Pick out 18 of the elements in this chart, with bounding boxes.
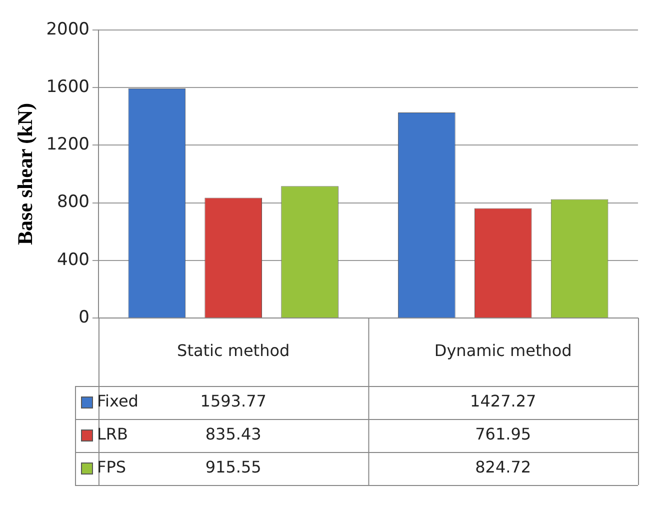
y-axis-title: Base shear (kN) (13, 103, 38, 245)
y-tick-label: 1600 (46, 77, 90, 98)
data-label: 915.55 (205, 458, 262, 477)
data-label: 835.43 (205, 424, 262, 444)
x-tick-label: Dynamic method (434, 341, 572, 360)
x-tick-label: Static method (177, 341, 290, 360)
y-tick-label: 800 (57, 192, 90, 212)
y-tick-label: 0 (78, 307, 90, 328)
legend-label: LRB (97, 424, 128, 444)
y-tick-label: 1200 (46, 134, 90, 155)
y-tick-label: 2000 (46, 19, 90, 40)
data-label: 1593.77 (200, 392, 266, 411)
data-label: 761.95 (475, 424, 532, 444)
y-tick-label: 400 (57, 250, 90, 270)
legend-label: FPS (97, 458, 126, 477)
legend-label: Fixed (97, 392, 138, 411)
data-label: 824.72 (475, 458, 532, 477)
data-label: 1427.27 (470, 392, 536, 411)
